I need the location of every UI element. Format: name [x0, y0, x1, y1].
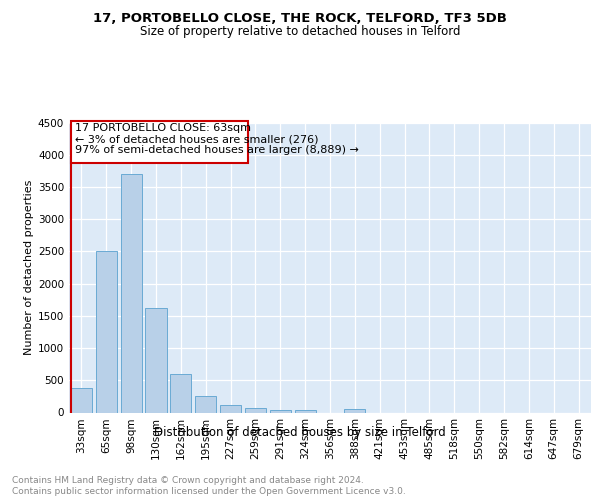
- Text: 17, PORTOBELLO CLOSE, THE ROCK, TELFORD, TF3 5DB: 17, PORTOBELLO CLOSE, THE ROCK, TELFORD,…: [93, 12, 507, 26]
- Bar: [170, 374, 191, 412]
- Text: Contains HM Land Registry data © Crown copyright and database right 2024.: Contains HM Land Registry data © Crown c…: [12, 476, 364, 485]
- Text: Contains public sector information licensed under the Open Government Licence v3: Contains public sector information licen…: [12, 488, 406, 496]
- Bar: [71, 388, 92, 412]
- Text: ← 3% of detached houses are smaller (276): ← 3% of detached houses are smaller (276…: [74, 134, 318, 144]
- Text: 17 PORTOBELLO CLOSE: 63sqm: 17 PORTOBELLO CLOSE: 63sqm: [74, 123, 251, 133]
- Bar: [121, 174, 142, 412]
- Y-axis label: Number of detached properties: Number of detached properties: [24, 180, 34, 355]
- Bar: [195, 396, 216, 412]
- Bar: [96, 252, 117, 412]
- Text: Distribution of detached houses by size in Telford: Distribution of detached houses by size …: [154, 426, 446, 439]
- Bar: [270, 410, 291, 412]
- Bar: [245, 408, 266, 412]
- Text: Size of property relative to detached houses in Telford: Size of property relative to detached ho…: [140, 25, 460, 38]
- Bar: [220, 405, 241, 412]
- Bar: [71, 121, 248, 163]
- Bar: [344, 409, 365, 412]
- Bar: [295, 410, 316, 412]
- Bar: [145, 308, 167, 412]
- Text: 97% of semi-detached houses are larger (8,889) →: 97% of semi-detached houses are larger (…: [74, 145, 358, 155]
